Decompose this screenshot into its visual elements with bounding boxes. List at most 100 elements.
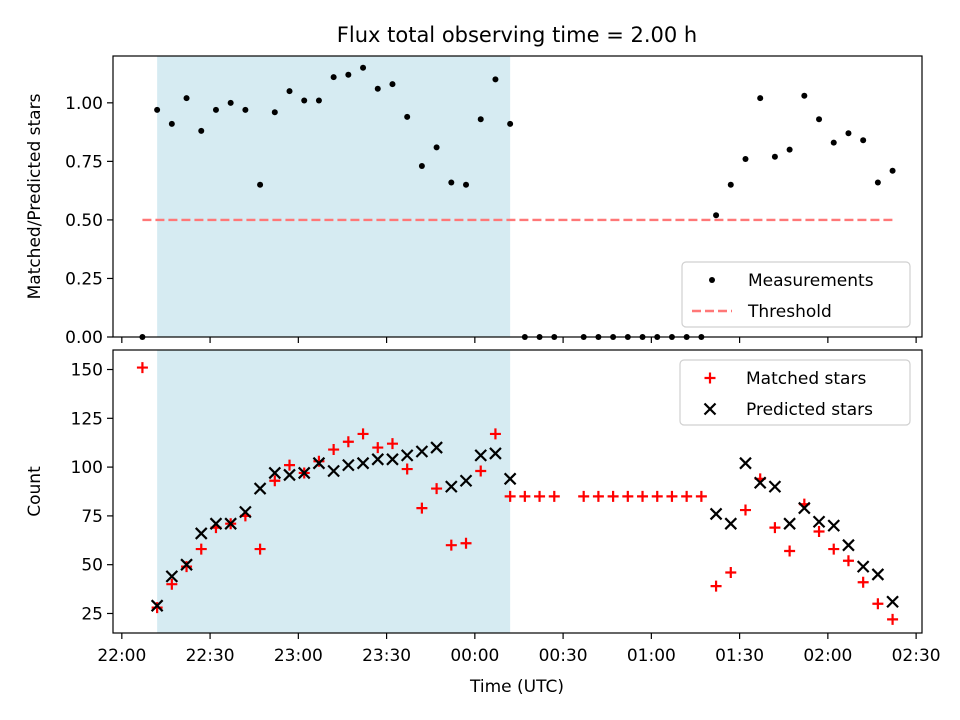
data-point — [180, 558, 193, 571]
data-point — [830, 139, 837, 146]
data-point — [739, 456, 752, 470]
data-point — [271, 109, 278, 116]
x-tick-label: 02:30 — [892, 646, 941, 666]
data-point — [315, 97, 322, 104]
data-point — [165, 570, 179, 583]
x-tick-label: 23:30 — [362, 646, 411, 666]
data-point — [418, 163, 425, 170]
data-point — [242, 106, 249, 113]
x-tick-label: 23:00 — [274, 646, 323, 666]
data-point — [254, 543, 266, 555]
data-point — [269, 475, 281, 487]
legend-label: Matched stars — [746, 369, 866, 389]
data-point — [709, 507, 723, 521]
data-point — [872, 598, 884, 610]
y-tick-label: 0.50 — [65, 211, 103, 231]
data-point — [742, 156, 749, 163]
data-point — [856, 560, 870, 573]
data-point — [356, 456, 370, 470]
data-point — [503, 472, 517, 486]
data-point — [166, 578, 178, 590]
data-point — [386, 453, 399, 466]
y-tick-label: 0.75 — [65, 152, 103, 172]
data-point — [209, 517, 223, 530]
x-tick-label: 22:00 — [97, 646, 146, 666]
data-point — [401, 463, 413, 475]
data-point — [312, 456, 326, 470]
legend: Measurements Threshold — [681, 261, 911, 328]
data-point — [372, 442, 384, 454]
data-point — [801, 92, 808, 99]
data-point — [857, 576, 869, 588]
x-tick-label: 22:30 — [186, 646, 235, 666]
data-point — [459, 474, 473, 488]
axes-frame — [112, 55, 923, 338]
data-point — [313, 455, 325, 467]
data-point — [651, 490, 663, 502]
legend-label: Measurements — [748, 271, 874, 291]
y-tick-label: 125 — [71, 409, 103, 429]
data-point — [463, 181, 470, 188]
observing-window-span — [157, 56, 511, 337]
data-point — [431, 483, 443, 495]
data-point — [445, 480, 458, 493]
data-point — [798, 501, 811, 515]
data-point — [150, 599, 164, 612]
data-point — [874, 179, 881, 186]
data-point — [374, 85, 381, 92]
data-point — [404, 113, 411, 120]
data-point — [816, 116, 823, 123]
data-point — [725, 566, 737, 578]
data-point — [504, 490, 516, 502]
y-tick-label: 100 — [71, 458, 103, 478]
data-point — [845, 130, 852, 137]
data-point — [227, 99, 234, 106]
data-point — [578, 490, 590, 502]
data-point — [283, 468, 296, 482]
y-tick-label: 25 — [81, 604, 103, 624]
data-point — [492, 76, 499, 83]
data-point — [783, 517, 796, 530]
y-tick-label: 50 — [81, 556, 103, 576]
data-point — [330, 74, 337, 81]
ratio-panel: 0.00 0.25 0.50 0.75 1.00 Matched/Predicted st… — [25, 55, 923, 348]
data-point — [327, 464, 340, 478]
data-point — [813, 526, 825, 538]
data-point — [695, 490, 707, 502]
data-point — [301, 97, 308, 104]
data-point — [360, 64, 367, 71]
data-point — [519, 490, 531, 502]
data-point — [342, 458, 355, 472]
data-point — [195, 543, 207, 555]
data-point — [769, 522, 781, 534]
data-point — [713, 212, 720, 219]
data-point — [284, 459, 296, 471]
y-tick-label: 75 — [81, 507, 103, 527]
data-point — [860, 137, 867, 144]
y-tick-label: 0.00 — [65, 328, 103, 348]
data-point — [475, 465, 487, 477]
x-tick-label: 00:00 — [450, 646, 499, 666]
data-point — [753, 476, 767, 489]
data-point — [827, 519, 841, 532]
x-tick-label: 01:30 — [715, 646, 764, 666]
data-point — [389, 81, 396, 88]
data-point — [637, 490, 649, 502]
data-point — [548, 490, 560, 502]
data-point — [415, 445, 429, 458]
data-point — [400, 449, 414, 462]
y-axis-label: Matched/Predicted stars — [25, 93, 45, 299]
data-point — [666, 490, 678, 502]
observing-window-span — [157, 350, 511, 633]
data-point — [768, 480, 782, 493]
data-point — [357, 428, 369, 440]
data-point — [151, 602, 163, 614]
data-point — [445, 539, 457, 551]
data-point — [342, 436, 354, 448]
data-point — [286, 88, 293, 95]
data-point — [710, 580, 722, 592]
data-point — [828, 543, 840, 555]
data-point — [371, 453, 385, 466]
x-tick-label: 00:30 — [539, 646, 588, 666]
